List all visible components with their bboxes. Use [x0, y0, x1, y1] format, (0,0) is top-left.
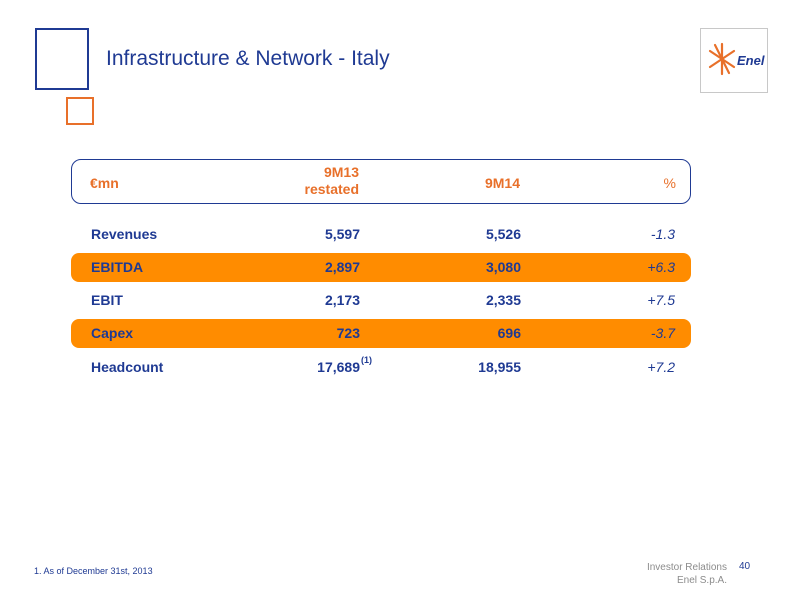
row-value-9m14: 3,080 [485, 259, 521, 275]
table-row: Revenues 5,597 5,526 -1.3 [71, 220, 691, 249]
row-value-pct: -1.3 [650, 226, 675, 242]
row-value-9m14: 2,335 [485, 292, 521, 308]
row-label: EBIT [91, 292, 123, 308]
header-unit-label: €mn [90, 175, 119, 191]
row-label: Headcount [91, 359, 164, 375]
row-label: EBITDA [91, 259, 144, 275]
footnote-text: 1. As of December 31st, 2013 [34, 566, 153, 576]
row-value-pct: -3.7 [650, 325, 675, 341]
table-row: Headcount 17,689 (1) 18,955 +7.2 [71, 353, 691, 382]
logo-wordmark: Enel [737, 53, 765, 68]
investor-relations-label: Investor Relations Enel S.p.A. [647, 561, 727, 587]
row-value-9m14: 696 [497, 325, 521, 341]
table-header: €mn 9M13 restated 9M14 % [71, 159, 691, 204]
row-value-9m13: 17,689 [317, 359, 360, 375]
header-col-9m14: 9M14 [484, 175, 520, 191]
page-number: 40 [739, 561, 751, 572]
ir-line2: Enel S.p.A. [676, 575, 727, 586]
header-col-9m13-line1: 9M13 [323, 164, 359, 180]
ir-line1: Investor Relations [646, 562, 727, 573]
page-title: Infrastructure & Network - Italy [106, 47, 390, 70]
header-col-9m13-line2: restated [304, 181, 359, 197]
row-label: Revenues [91, 226, 158, 242]
row-value-9m14: 18,955 [478, 359, 521, 375]
row-value-9m13: 2,897 [324, 259, 360, 275]
header-col-9m13: 9M13 restated [305, 164, 359, 198]
header-col-pct: % [663, 175, 676, 191]
row-value-pct: +6.3 [647, 259, 675, 275]
table-row-highlighted: Capex 723 696 -3.7 [71, 319, 691, 348]
row-value-9m13: 5,597 [324, 226, 360, 242]
row-value-9m13: 723 [336, 325, 360, 341]
row-label: Capex [91, 325, 134, 341]
table-row-highlighted: EBITDA 2,897 3,080 +6.3 [71, 253, 691, 282]
enel-logo: Enel [700, 28, 768, 93]
row-value-pct: +7.5 [647, 292, 675, 308]
decorative-blue-square [35, 28, 89, 90]
footnote-marker: (1) [361, 355, 372, 365]
row-value-9m14: 5,526 [485, 226, 521, 242]
enel-sun-icon [708, 42, 736, 76]
row-value-pct: +7.2 [647, 359, 675, 375]
row-value-9m13: 2,173 [324, 292, 360, 308]
decorative-orange-square [66, 97, 94, 125]
table-row: EBIT 2,173 2,335 +7.5 [71, 286, 691, 315]
